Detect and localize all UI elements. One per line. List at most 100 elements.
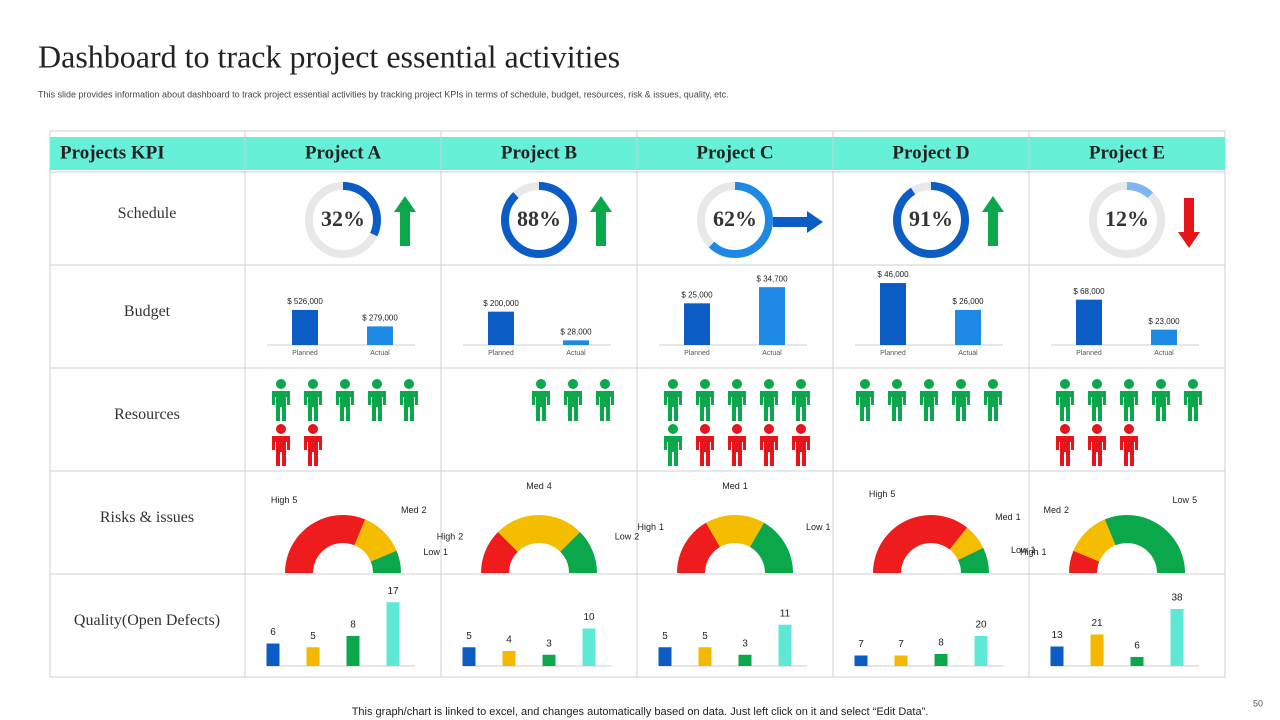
icon-head: [668, 424, 678, 434]
risk-value: 4: [547, 481, 552, 491]
quality-value-label: 8: [938, 638, 944, 649]
icon-body: [760, 436, 778, 466]
budget-category: Planned: [488, 350, 514, 357]
row-label: Resources: [114, 406, 180, 423]
icon-head: [568, 379, 578, 389]
quality-bar: [894, 655, 908, 666]
risk-label: Med 1: [995, 512, 1021, 522]
person-icon: [664, 424, 682, 466]
quality-bar: [462, 647, 476, 666]
icon-body: [272, 436, 290, 466]
quality-value-label: 5: [702, 631, 708, 642]
quality-bar: [778, 624, 792, 666]
icon-body: [596, 391, 614, 421]
budget-category: Actual: [958, 350, 978, 357]
risk-category: Low: [615, 532, 632, 542]
icon-head: [276, 379, 286, 389]
icon-body: [920, 391, 938, 421]
risk-label: Med 4: [526, 481, 552, 491]
row-label: Quality(Open Defects): [74, 612, 220, 629]
icon-head: [796, 379, 806, 389]
risk-value: 5: [1192, 495, 1197, 505]
risk-segment: [1104, 514, 1185, 573]
icon-head: [956, 379, 966, 389]
risk-label: High 5: [271, 495, 298, 505]
quality-value-label: 5: [662, 631, 668, 642]
person-icon: [1120, 424, 1138, 466]
icon-head: [404, 379, 414, 389]
risk-category: High: [271, 495, 290, 505]
icon-head: [1156, 379, 1166, 389]
icon-head: [372, 379, 382, 389]
risk-category: Med: [1043, 505, 1061, 515]
trend-arrow: [394, 196, 416, 246]
icon-body: [1088, 436, 1106, 466]
person-icon: [1088, 424, 1106, 466]
icon-body: [984, 391, 1002, 421]
risk-segment: [285, 514, 366, 573]
quality-value-label: 3: [546, 638, 552, 649]
icon-body: [728, 436, 746, 466]
icon-body: [664, 391, 682, 421]
person-icon: [792, 379, 810, 421]
icon-body: [1184, 391, 1202, 421]
quality-value-label: 10: [583, 612, 595, 623]
budget-category: Actual: [566, 350, 586, 357]
budget-category: Actual: [370, 350, 390, 357]
risk-value: 1: [659, 522, 664, 532]
person-icon: [304, 424, 322, 466]
icon-body: [564, 391, 582, 421]
progress-ring: [893, 182, 969, 258]
risk-segment: [949, 527, 984, 560]
person-icon: [1152, 379, 1170, 421]
person-icon: [664, 379, 682, 421]
budget-category: Actual: [762, 350, 782, 357]
person-icon: [1056, 424, 1074, 466]
risk-segment: [873, 514, 968, 573]
risk-segment: [560, 531, 597, 573]
icon-body: [792, 391, 810, 421]
quality-bar: [1090, 634, 1104, 666]
column-header: Project D: [892, 142, 969, 163]
quality-bar: [386, 602, 400, 666]
person-icon: [952, 379, 970, 421]
risk-label: High 2: [437, 532, 464, 542]
person-icon: [792, 424, 810, 466]
icon-head: [796, 424, 806, 434]
quality-value-label: 7: [858, 639, 864, 650]
risk-value: 1: [1030, 545, 1035, 555]
risk-segment: [958, 547, 989, 573]
icon-head: [700, 424, 710, 434]
quality-value-label: 5: [310, 631, 316, 642]
progress-ring: [305, 182, 381, 258]
risk-segment: [370, 550, 401, 573]
icon-body: [1056, 436, 1074, 466]
quality-value-label: 13: [1051, 630, 1063, 641]
quality-bar: [502, 651, 516, 666]
budget-bar: [367, 326, 393, 345]
risk-label: High 1: [1020, 547, 1047, 557]
person-icon: [1184, 379, 1202, 421]
icon-head: [600, 379, 610, 389]
icon-head: [668, 379, 678, 389]
subtitle: This slide provides information about da…: [38, 89, 729, 99]
quality-bar: [698, 647, 712, 666]
progress-label: 88%: [517, 206, 561, 231]
budget-bar: [759, 287, 785, 345]
quality-value-label: 6: [1134, 641, 1140, 652]
icon-body: [792, 436, 810, 466]
progress-ring: [1089, 182, 1165, 258]
icon-head: [860, 379, 870, 389]
person-icon: [272, 424, 290, 466]
budget-value-label: $ 34,700: [756, 274, 788, 283]
quality-bar: [1170, 609, 1184, 666]
risk-value: 2: [458, 532, 463, 542]
risk-value: 2: [421, 505, 426, 515]
progress-ring: [697, 182, 773, 258]
icon-head: [308, 424, 318, 434]
person-icon: [728, 424, 746, 466]
risk-segment: [750, 522, 793, 573]
risk-segment: [354, 519, 397, 562]
risk-value: 1: [443, 547, 448, 557]
icon-head: [1188, 379, 1198, 389]
